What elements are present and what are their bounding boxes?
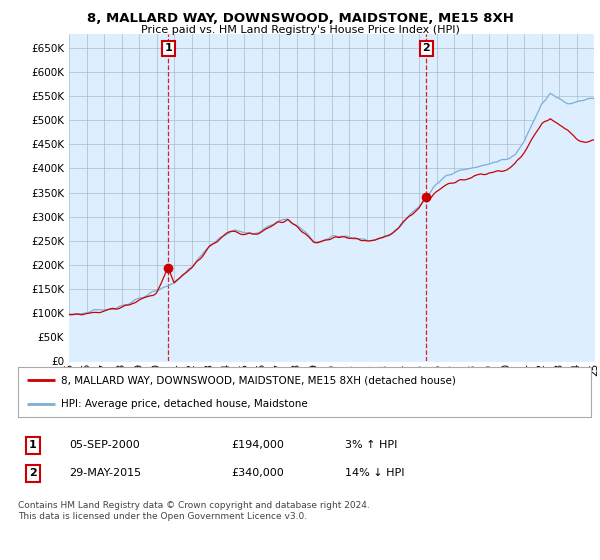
Text: Contains HM Land Registry data © Crown copyright and database right 2024.
This d: Contains HM Land Registry data © Crown c… <box>18 501 370 521</box>
Text: £194,000: £194,000 <box>231 440 284 450</box>
Text: 14% ↓ HPI: 14% ↓ HPI <box>345 468 404 478</box>
Text: 1: 1 <box>29 440 37 450</box>
Text: 29-MAY-2015: 29-MAY-2015 <box>69 468 141 478</box>
Text: HPI: Average price, detached house, Maidstone: HPI: Average price, detached house, Maid… <box>61 399 308 409</box>
Text: Price paid vs. HM Land Registry's House Price Index (HPI): Price paid vs. HM Land Registry's House … <box>140 25 460 35</box>
Text: 05-SEP-2000: 05-SEP-2000 <box>69 440 140 450</box>
Text: 8, MALLARD WAY, DOWNSWOOD, MAIDSTONE, ME15 8XH (detached house): 8, MALLARD WAY, DOWNSWOOD, MAIDSTONE, ME… <box>61 375 456 385</box>
Text: 8, MALLARD WAY, DOWNSWOOD, MAIDSTONE, ME15 8XH: 8, MALLARD WAY, DOWNSWOOD, MAIDSTONE, ME… <box>86 12 514 25</box>
Text: 2: 2 <box>422 43 430 53</box>
Text: £340,000: £340,000 <box>231 468 284 478</box>
Text: 2: 2 <box>29 468 37 478</box>
Text: 3% ↑ HPI: 3% ↑ HPI <box>345 440 397 450</box>
Text: 1: 1 <box>164 43 172 53</box>
